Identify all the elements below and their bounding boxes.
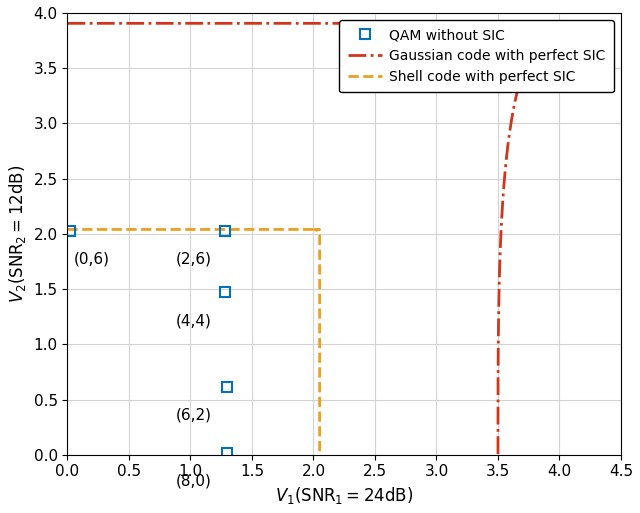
Text: (8,0): (8,0) <box>176 473 212 488</box>
Text: (2,6): (2,6) <box>176 251 212 267</box>
Text: (0,6): (0,6) <box>74 251 109 267</box>
Text: (6,2): (6,2) <box>176 407 212 422</box>
Text: (4,4): (4,4) <box>176 313 212 328</box>
X-axis label: $V_1(\mathrm{SNR}_1 = 24\mathrm{dB})$: $V_1(\mathrm{SNR}_1 = 24\mathrm{dB})$ <box>275 485 413 506</box>
Y-axis label: $V_2(\mathrm{SNR}_2 = 12\mathrm{dB})$: $V_2(\mathrm{SNR}_2 = 12\mathrm{dB})$ <box>7 165 28 303</box>
Legend: QAM without SIC, Gaussian code with perfect SIC, Shell code with perfect SIC: QAM without SIC, Gaussian code with perf… <box>339 20 614 92</box>
